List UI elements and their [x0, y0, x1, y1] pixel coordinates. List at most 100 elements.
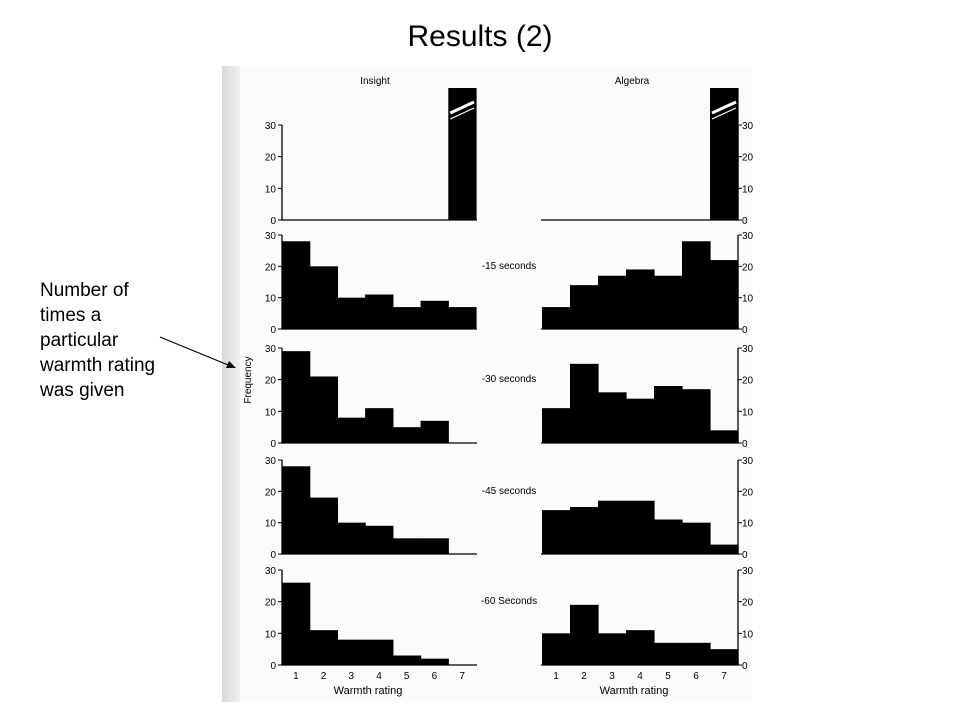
- insight-x-tick-label-5: 5: [404, 671, 410, 682]
- insight-row2-y-tick-label: 0: [270, 325, 276, 336]
- insight-row5-bar-3: [337, 639, 366, 665]
- algebra-row4-y-tick-label: 20: [742, 487, 754, 498]
- algebra-row1-y-tick-label: 30: [742, 121, 754, 132]
- x-axis-label-algebra: Warmth rating: [600, 685, 669, 697]
- annotation-line: was given: [40, 380, 125, 401]
- algebra-row3-y-tick-label: 20: [742, 376, 754, 387]
- insight-row1-bar-7: [448, 88, 477, 220]
- algebra-x-tick-label-3: 3: [609, 671, 615, 682]
- algebra-row1-y-tick-label: 20: [742, 153, 754, 164]
- insight-row5-y-tick-label: 20: [265, 598, 277, 609]
- insight-row2-bar-6: [420, 300, 449, 329]
- algebra-row5-bar-2: [570, 604, 599, 665]
- algebra-row2-bar-5: [654, 275, 683, 329]
- algebra-row2-y-tick-label: 20: [742, 262, 754, 273]
- annotation-arrowhead: [226, 361, 236, 368]
- algebra-row4-bar-7: [710, 544, 739, 554]
- algebra-row3-bar-7: [710, 430, 739, 443]
- insight-x-tick-label-3: 3: [349, 671, 355, 682]
- row-label-2: -15 seconds: [482, 261, 536, 272]
- algebra-row5-y-tick-label: 30: [742, 566, 754, 577]
- algebra-row4-y-tick-label: 30: [742, 456, 754, 467]
- insight-x-tick-label-1: 1: [293, 671, 299, 682]
- insight-row1-axis-break-mark: [450, 107, 475, 120]
- algebra-row3-y-tick-label: 10: [742, 407, 754, 418]
- algebra-row3-bar-1: [542, 408, 571, 443]
- insight-row4-bar-2: [309, 497, 339, 554]
- insight-x-tick-label-2: 2: [321, 671, 327, 682]
- row-label-3: -30 seconds: [482, 374, 536, 385]
- insight-row5-y-tick-label: 10: [265, 629, 277, 640]
- algebra-row4-bar-6: [682, 522, 711, 554]
- insight-x-tick-label-6: 6: [432, 671, 438, 682]
- algebra-row4-bar-1: [542, 510, 571, 554]
- algebra-x-tick-label-1: 1: [553, 671, 559, 682]
- algebra-row3-bar-4: [626, 398, 655, 443]
- insight-row5-y-tick-label: 30: [265, 566, 277, 577]
- insight-row3-bar-3: [337, 417, 366, 443]
- insight-row4-bar-6: [420, 538, 449, 554]
- x-axis-label-insight: Warmth rating: [334, 685, 403, 697]
- insight-row2-bar-7: [448, 307, 477, 329]
- insight-row5-bar-4: [365, 639, 394, 665]
- insight-row1-y-tick-label: 10: [265, 184, 277, 195]
- insight-row2-y-tick-label: 30: [265, 231, 277, 242]
- insight-row3-y-tick-label: 20: [265, 376, 277, 387]
- insight-row4-bar-3: [337, 522, 366, 554]
- insight-row4-bar-5: [392, 538, 422, 554]
- insight-x-tick-label-7: 7: [459, 671, 465, 682]
- insight-row1-axis-break-mark: [449, 100, 475, 115]
- algebra-row3-bar-3: [598, 392, 627, 443]
- algebra-row3-bar-5: [654, 386, 683, 443]
- algebra-row5-bar-1: [542, 633, 571, 665]
- insight-row3-bar-1: [282, 351, 311, 443]
- algebra-row1-y-tick-label: 10: [742, 184, 754, 195]
- algebra-row5-y-tick-label: 20: [742, 598, 754, 609]
- algebra-row5-y-tick-label: 10: [742, 629, 754, 640]
- annotation-line: Number of: [40, 280, 129, 301]
- algebra-row4-y-tick-label: 10: [742, 519, 754, 530]
- insight-row1-y-tick-label: 20: [265, 153, 277, 164]
- insight-x-tick-label-4: 4: [376, 671, 382, 682]
- algebra-row2-y-tick-label: 10: [742, 294, 754, 305]
- insight-row2-bar-3: [337, 297, 366, 329]
- insight-row2-y-tick-label: 20: [265, 262, 277, 273]
- algebra-row4-bar-4: [626, 500, 655, 554]
- algebra-x-tick-label-5: 5: [665, 671, 671, 682]
- insight-row4-y-tick-label: 0: [270, 550, 276, 561]
- annotation-arrow: [159, 336, 234, 368]
- algebra-row1-axis-break-mark: [711, 107, 737, 120]
- insight-row4-bar-4: [365, 525, 394, 554]
- algebra-row5-bar-6: [682, 642, 711, 665]
- annotation-text: Number of times a particular warmth rati…: [40, 278, 200, 403]
- insight-row2-bar-2: [309, 266, 339, 329]
- algebra-row2-y-tick-label: 30: [742, 231, 754, 242]
- algebra-row2-bar-6: [682, 241, 711, 329]
- slide-title: Results (2): [407, 20, 553, 53]
- insight-row1-y-tick-label: 30: [265, 121, 277, 132]
- insight-row3-bar-5: [392, 427, 422, 443]
- algebra-row2-y-tick-label: 0: [742, 325, 748, 336]
- algebra-x-tick-label-7: 7: [721, 671, 727, 682]
- insight-row5-bar-5: [392, 655, 422, 665]
- insight-row4-y-tick-label: 20: [265, 487, 277, 498]
- insight-row2-bar-5: [392, 307, 422, 329]
- insight-row5-bar-6: [420, 658, 449, 665]
- annotation-line: particular: [40, 330, 119, 351]
- annotation-line: warmth rating: [40, 355, 156, 376]
- algebra-row5-y-tick-label: 0: [742, 661, 748, 672]
- algebra-row3-bar-2: [570, 363, 599, 443]
- insight-row5-bar-2: [309, 630, 339, 665]
- algebra-row2-bar-1: [542, 307, 571, 329]
- algebra-row5-bar-5: [654, 642, 683, 665]
- row-label-5: -60 Seconds: [481, 596, 537, 607]
- insight-row3-y-tick-label: 0: [270, 439, 276, 450]
- algebra-x-tick-label-2: 2: [581, 671, 587, 682]
- algebra-row2-bar-2: [570, 285, 599, 329]
- algebra-x-tick-label-6: 6: [693, 671, 699, 682]
- algebra-row1-y-tick-label: 0: [742, 216, 748, 227]
- column-title-algebra: Algebra: [615, 76, 650, 87]
- algebra-row5-bar-7: [710, 649, 739, 665]
- algebra-row2-bar-4: [626, 269, 655, 329]
